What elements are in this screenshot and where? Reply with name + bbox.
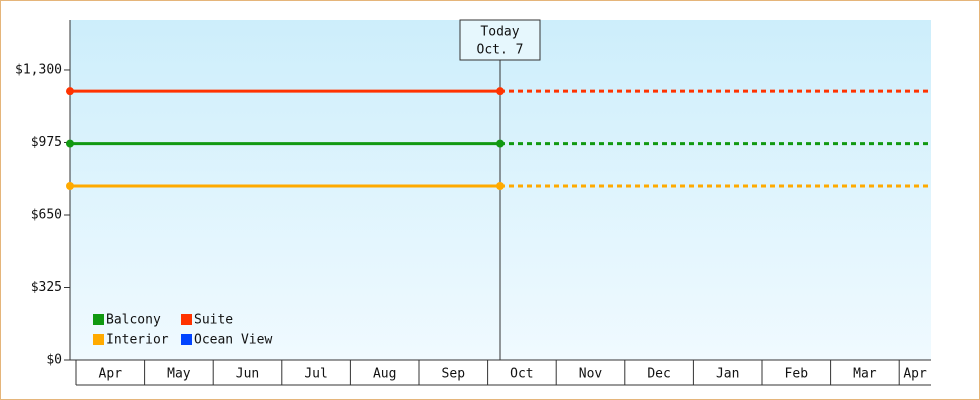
price-point [66, 181, 74, 190]
x-tick-label: Mar [853, 367, 877, 382]
x-tick-label: Apr [99, 367, 123, 382]
x-tick-label: Jan [716, 367, 739, 382]
legend-label: Suite [194, 313, 233, 328]
price-point [66, 87, 74, 96]
x-tick-label: Jun [236, 367, 259, 382]
y-tick-label: $975 [31, 135, 62, 150]
y-tick-label: $1,300 [15, 62, 62, 77]
legend-label: Balcony [106, 313, 161, 328]
price-point [496, 181, 504, 190]
price-point [496, 87, 504, 96]
today-box [459, 19, 541, 61]
price-point [66, 139, 74, 148]
legend-swatch [181, 334, 192, 345]
x-tick-label: Sep [442, 367, 466, 382]
legend-swatch [181, 314, 192, 325]
x-tick-label: Feb [785, 367, 809, 382]
legend-label: Interior [106, 333, 169, 348]
x-tick-label: May [167, 367, 191, 382]
legend-label: Ocean View [194, 333, 272, 348]
x-tick-label: Dec [647, 367, 670, 382]
y-tick-label: $325 [31, 280, 62, 295]
today-date: Oct. 7 [477, 43, 524, 58]
x-tick-label: Oct [510, 367, 533, 382]
x-tick-label: Nov [579, 367, 603, 382]
x-tick-label: Jul [304, 367, 327, 382]
price-point [496, 139, 504, 148]
x-tick-label: Apr [903, 367, 927, 382]
today-label: Today [480, 25, 519, 40]
x-tick-label: Aug [373, 367, 396, 382]
legend-swatch [93, 334, 104, 345]
y-tick-label: $0 [46, 353, 62, 368]
legend-swatch [93, 314, 104, 325]
y-tick-label: $650 [31, 207, 62, 222]
